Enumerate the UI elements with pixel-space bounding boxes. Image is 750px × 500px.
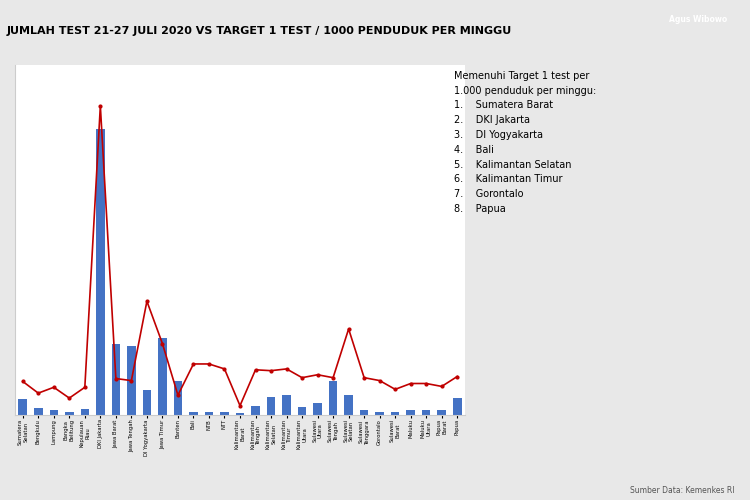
Bar [453, 398, 461, 415]
Bar [80, 408, 89, 415]
Bar [251, 406, 260, 415]
Bar [189, 412, 198, 415]
Bar [360, 410, 368, 415]
Bar [391, 412, 400, 415]
Text: Agus Wibowo: Agus Wibowo [668, 15, 727, 24]
Text: Memenuhi Target 1 test per
1.000 penduduk per minggu:
1.    Sumatera Barat
2.   : Memenuhi Target 1 test per 1.000 pendudu… [454, 71, 596, 214]
Bar [314, 403, 322, 415]
Bar [158, 338, 166, 415]
Bar [205, 412, 213, 415]
Text: Sumber Data: Kemenkes RI: Sumber Data: Kemenkes RI [631, 486, 735, 495]
Bar [236, 413, 244, 415]
Bar [19, 399, 27, 415]
Bar [267, 397, 275, 415]
Bar [437, 410, 446, 415]
Bar [65, 412, 74, 415]
Bar [50, 410, 58, 415]
Bar [406, 410, 415, 415]
Bar [220, 412, 229, 415]
Text: JUMLAH TEST 21-27 JULI 2020 VS TARGET 1 TEST / 1000 PENDUDUK PER MINGGU: JUMLAH TEST 21-27 JULI 2020 VS TARGET 1 … [6, 26, 512, 36]
Bar [328, 380, 338, 415]
Bar [422, 410, 430, 415]
Bar [344, 394, 353, 415]
Bar [34, 408, 43, 415]
Bar [127, 346, 136, 415]
Bar [142, 390, 152, 415]
Bar [282, 395, 291, 415]
Bar [376, 412, 384, 415]
Bar [298, 407, 306, 415]
Bar [174, 382, 182, 415]
Bar [112, 344, 120, 415]
Bar [96, 129, 104, 415]
